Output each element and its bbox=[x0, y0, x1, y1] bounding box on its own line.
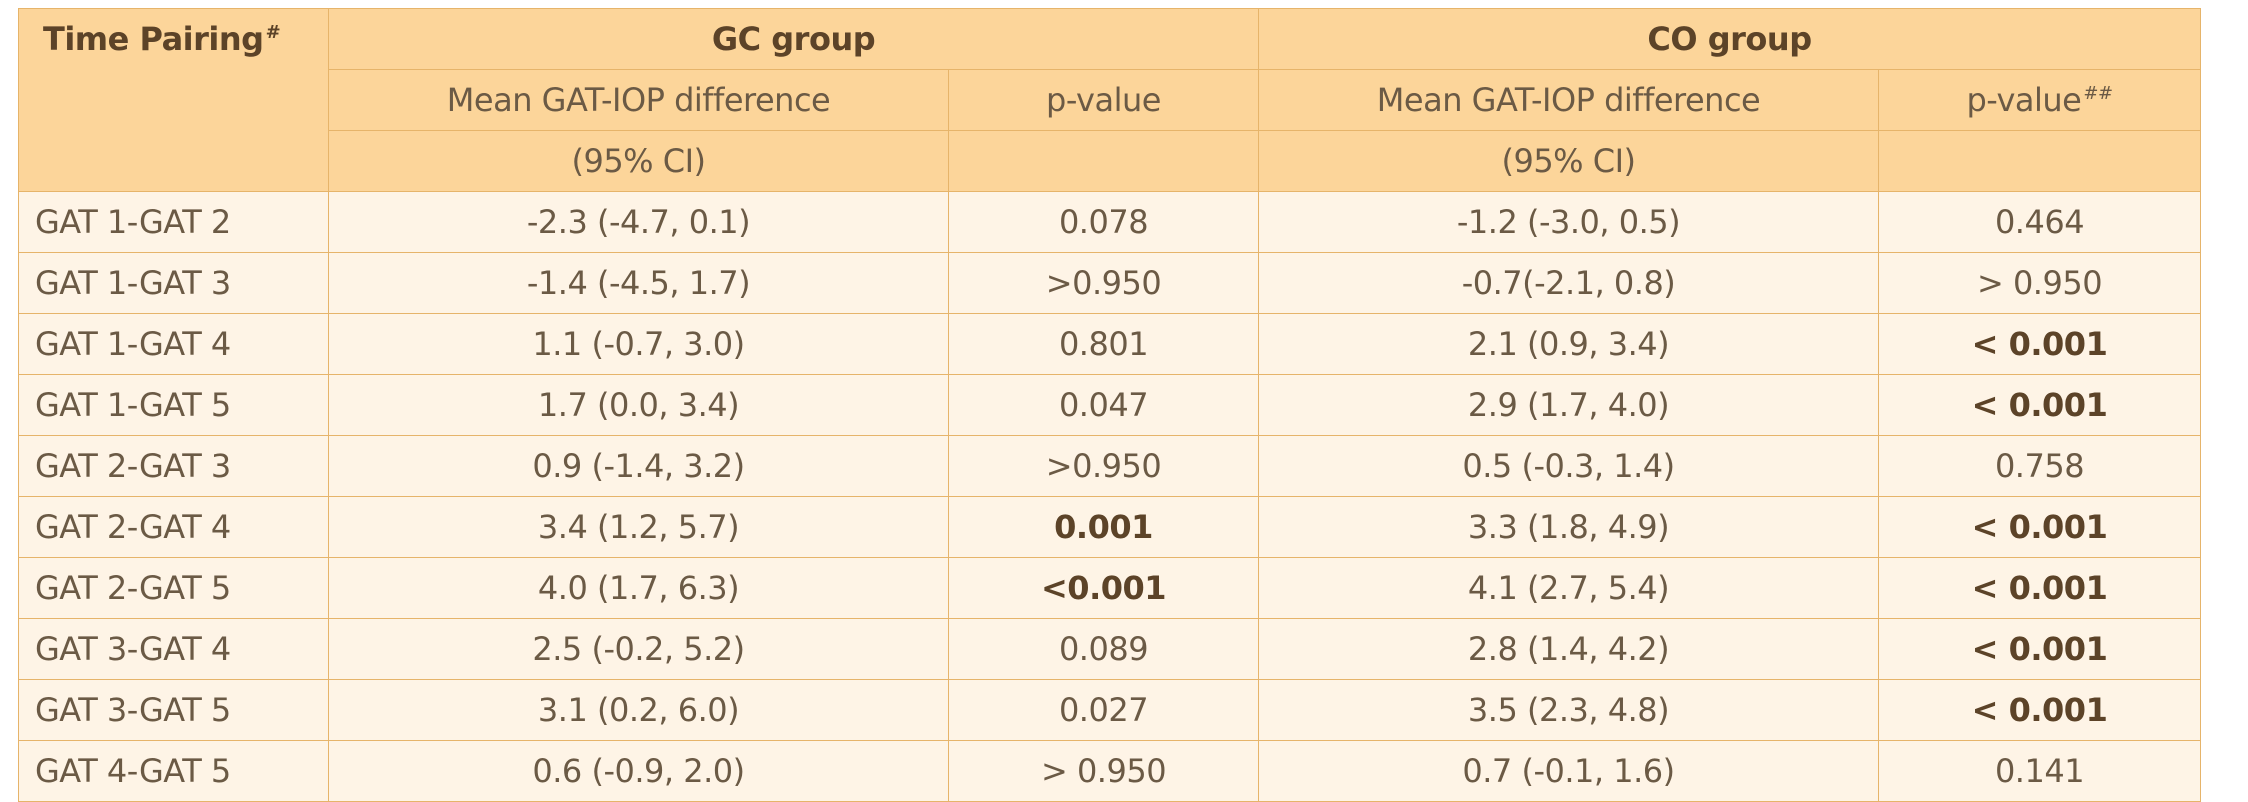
co-pvalue-cell: 0.464 bbox=[1878, 191, 2201, 253]
co-mean-cell: -0.7(-2.1, 0.8) bbox=[1258, 252, 1879, 314]
co-pvalue-cell: < 0.001 bbox=[1878, 557, 2201, 619]
gc-mean-cell: -1.4 (-4.5, 1.7) bbox=[328, 252, 949, 314]
header-row-ci: (95% CI) (95% CI) bbox=[19, 130, 2201, 192]
time-pair-cell: GAT 1-GAT 2 bbox=[18, 191, 329, 253]
co-mean-cell: 0.5 (-0.3, 1.4) bbox=[1258, 435, 1879, 497]
table-row: GAT 1-GAT 2 -2.3 (-4.7, 0.1) 0.078 -1.2 … bbox=[18, 191, 2201, 253]
co-pvalue-cell: < 0.001 bbox=[1878, 374, 2201, 436]
gc-pvalue-cell: 0.078 bbox=[948, 191, 1259, 253]
co-pvalue-footnote-mark: ## bbox=[2083, 83, 2113, 104]
time-pair-cell: GAT 3-GAT 5 bbox=[18, 679, 329, 741]
co-mean-cell: 2.1 (0.9, 3.4) bbox=[1258, 313, 1879, 375]
table-row: GAT 2-GAT 5 4.0 (1.7, 6.3) <0.001 4.1 (2… bbox=[18, 557, 2201, 619]
gc-pvalue-cell: 0.089 bbox=[948, 618, 1259, 680]
time-pair-cell: GAT 1-GAT 5 bbox=[18, 374, 329, 436]
table-row: GAT 2-GAT 3 0.9 (-1.4, 3.2) >0.950 0.5 (… bbox=[18, 435, 2201, 497]
co-mean-cell: -1.2 (-3.0, 0.5) bbox=[1258, 191, 1879, 253]
co-pvalue-cell: 0.758 bbox=[1878, 435, 2201, 497]
time-pair-cell: GAT 3-GAT 4 bbox=[18, 618, 329, 680]
gc-mean-cell: 0.9 (-1.4, 3.2) bbox=[328, 435, 949, 497]
co-ci-header: (95% CI) bbox=[1258, 130, 1879, 192]
time-pair-cell: GAT 2-GAT 4 bbox=[18, 496, 329, 558]
table-row: GAT 1-GAT 4 1.1 (-0.7, 3.0) 0.801 2.1 (0… bbox=[18, 313, 2201, 375]
gc-pvalue-cell: 0.801 bbox=[948, 313, 1259, 375]
results-table: Time Pairing # GC group CO group Mean GAT… bbox=[18, 8, 2201, 802]
co-ci-blank bbox=[1878, 130, 2201, 192]
gc-group-header: GC group bbox=[328, 8, 1259, 70]
table-row: GAT 3-GAT 5 3.1 (0.2, 6.0) 0.027 3.5 (2.… bbox=[18, 679, 2201, 741]
gc-mean-cell: -2.3 (-4.7, 0.1) bbox=[328, 191, 949, 253]
co-mean-cell: 4.1 (2.7, 5.4) bbox=[1258, 557, 1879, 619]
table-row: GAT 3-GAT 4 2.5 (-0.2, 5.2) 0.089 2.8 (1… bbox=[18, 618, 2201, 680]
co-mean-header: Mean GAT-IOP difference bbox=[1258, 69, 1879, 131]
gc-ci-blank bbox=[948, 130, 1259, 192]
table-row: GAT 1-GAT 5 1.7 (0.0, 3.4) 0.047 2.9 (1.… bbox=[18, 374, 2201, 436]
time-pair-cell: GAT 1-GAT 3 bbox=[18, 252, 329, 314]
co-mean-cell: 3.5 (2.3, 4.8) bbox=[1258, 679, 1879, 741]
time-pairing-footnote-mark: # bbox=[265, 22, 281, 43]
co-pvalue-cell: < 0.001 bbox=[1878, 679, 2201, 741]
co-pvalue-cell: < 0.001 bbox=[1878, 496, 2201, 558]
table-body: GAT 1-GAT 2 -2.3 (-4.7, 0.1) 0.078 -1.2 … bbox=[18, 191, 2201, 802]
time-pairing-label: Time Pairing bbox=[43, 20, 264, 58]
gc-pvalue-cell: >0.950 bbox=[948, 252, 1259, 314]
gc-mean-cell: 2.5 (-0.2, 5.2) bbox=[328, 618, 949, 680]
gc-mean-cell: 1.7 (0.0, 3.4) bbox=[328, 374, 949, 436]
co-pvalue-cell: > 0.950 bbox=[1878, 252, 2201, 314]
co-pvalue-cell: 0.141 bbox=[1878, 740, 2201, 802]
co-pvalue-cell: < 0.001 bbox=[1878, 618, 2201, 680]
gc-pvalue-header: p-value bbox=[948, 69, 1259, 131]
co-group-header: CO group bbox=[1258, 8, 2201, 70]
co-mean-cell: 0.7 (-0.1, 1.6) bbox=[1258, 740, 1879, 802]
table-header: Time Pairing # GC group CO group Mean GAT… bbox=[18, 8, 2201, 192]
gc-mean-cell: 3.4 (1.2, 5.7) bbox=[328, 496, 949, 558]
gc-mean-cell: 0.6 (-0.9, 2.0) bbox=[328, 740, 949, 802]
time-pairing-header: Time Pairing # bbox=[18, 8, 329, 192]
gc-ci-header: (95% CI) bbox=[328, 130, 949, 192]
gc-pvalue-cell: 0.047 bbox=[948, 374, 1259, 436]
time-pair-cell: GAT 2-GAT 3 bbox=[18, 435, 329, 497]
gc-pvalue-cell: 0.027 bbox=[948, 679, 1259, 741]
co-mean-cell: 3.3 (1.8, 4.9) bbox=[1258, 496, 1879, 558]
header-row-groups: Time Pairing # GC group CO group bbox=[18, 8, 2201, 192]
co-pvalue-cell: < 0.001 bbox=[1878, 313, 2201, 375]
gc-pvalue-cell: 0.001 bbox=[948, 496, 1259, 558]
gc-mean-cell: 1.1 (-0.7, 3.0) bbox=[328, 313, 949, 375]
time-pair-cell: GAT 1-GAT 4 bbox=[18, 313, 329, 375]
gc-mean-header: Mean GAT-IOP difference bbox=[328, 69, 949, 131]
header-row-columns: Mean GAT-IOP difference p-value Mean GAT… bbox=[19, 69, 2201, 131]
table-row: GAT 1-GAT 3 -1.4 (-4.5, 1.7) >0.950 -0.7… bbox=[18, 252, 2201, 314]
time-pair-cell: GAT 2-GAT 5 bbox=[18, 557, 329, 619]
co-mean-cell: 2.9 (1.7, 4.0) bbox=[1258, 374, 1879, 436]
table-row: GAT 2-GAT 4 3.4 (1.2, 5.7) 0.001 3.3 (1.… bbox=[18, 496, 2201, 558]
gc-pvalue-cell: > 0.950 bbox=[948, 740, 1259, 802]
time-pair-cell: GAT 4-GAT 5 bbox=[18, 740, 329, 802]
co-mean-cell: 2.8 (1.4, 4.2) bbox=[1258, 618, 1879, 680]
co-pvalue-header: p-value ## bbox=[1878, 69, 2201, 131]
gc-pvalue-cell: <0.001 bbox=[948, 557, 1259, 619]
co-pvalue-label: p-value bbox=[1966, 81, 2082, 119]
gc-mean-cell: 4.0 (1.7, 6.3) bbox=[328, 557, 949, 619]
table-row: GAT 4-GAT 5 0.6 (-0.9, 2.0) > 0.950 0.7 … bbox=[18, 740, 2201, 802]
gc-pvalue-cell: >0.950 bbox=[948, 435, 1259, 497]
gc-mean-cell: 3.1 (0.2, 6.0) bbox=[328, 679, 949, 741]
